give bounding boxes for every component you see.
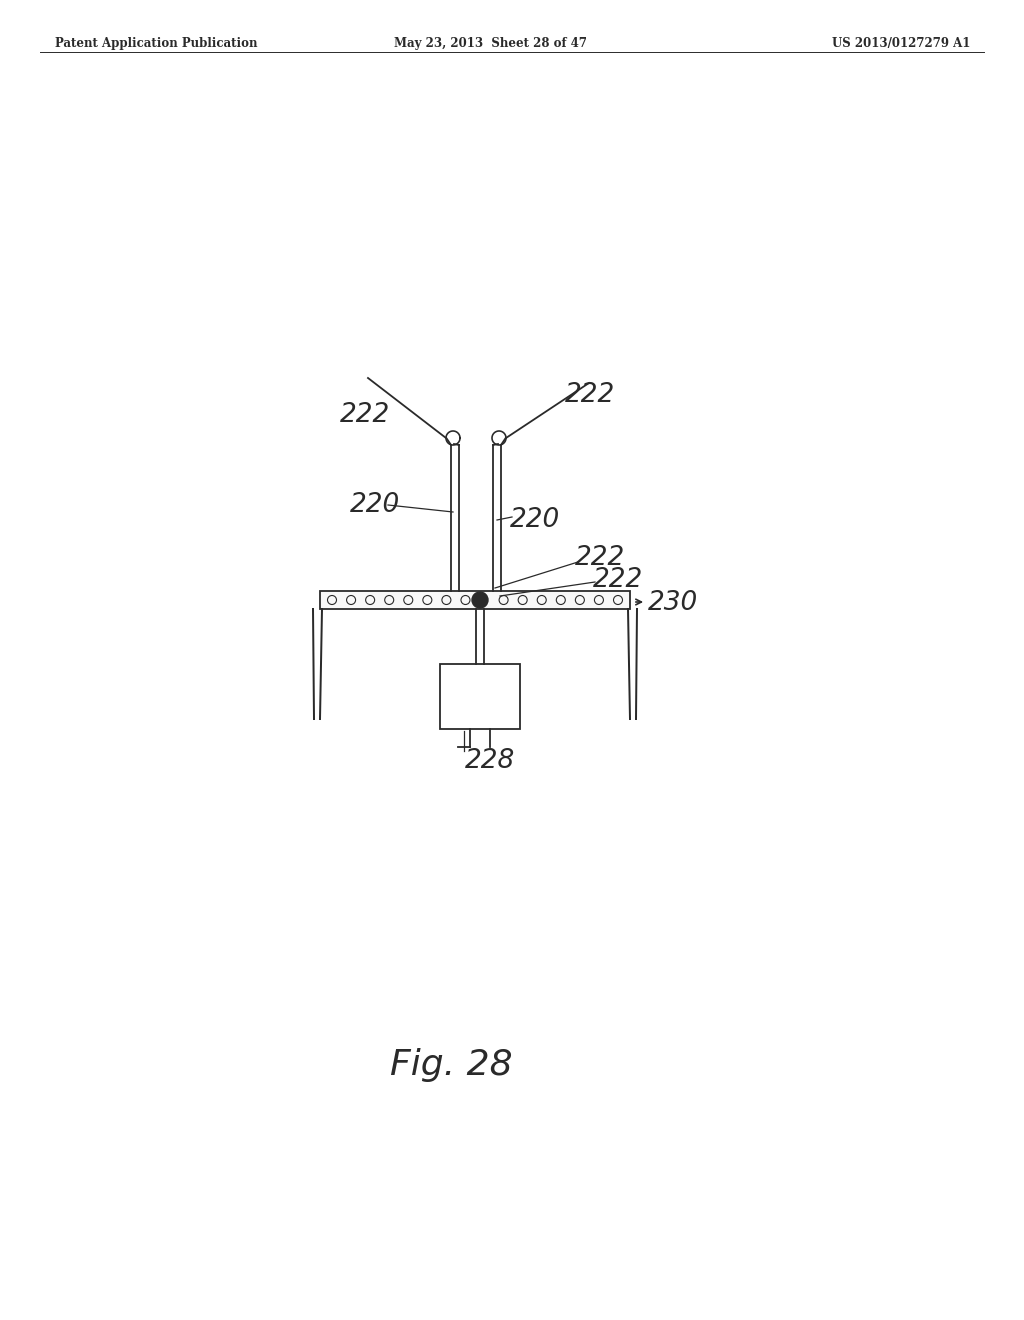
Text: 230: 230 bbox=[648, 590, 698, 616]
Text: Fig. 28: Fig. 28 bbox=[390, 1048, 513, 1082]
Text: 220: 220 bbox=[510, 507, 560, 533]
Text: 222: 222 bbox=[575, 545, 626, 572]
Bar bbox=[319, 591, 630, 609]
Bar bbox=[440, 664, 520, 729]
Text: US 2013/0127279 A1: US 2013/0127279 A1 bbox=[831, 37, 970, 50]
Text: Patent Application Publication: Patent Application Publication bbox=[55, 37, 257, 50]
Text: 222: 222 bbox=[565, 381, 615, 408]
Text: 222: 222 bbox=[340, 403, 390, 428]
Text: 220: 220 bbox=[350, 492, 400, 517]
Text: May 23, 2013  Sheet 28 of 47: May 23, 2013 Sheet 28 of 47 bbox=[393, 37, 587, 50]
Text: 222: 222 bbox=[593, 568, 643, 593]
Circle shape bbox=[472, 591, 488, 609]
Text: 228: 228 bbox=[465, 748, 515, 774]
